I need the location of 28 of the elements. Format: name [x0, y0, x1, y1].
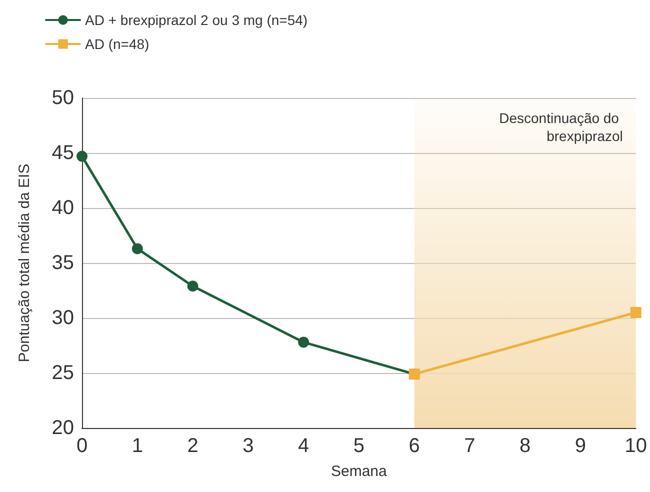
point: [132, 243, 143, 254]
band-label: Descontinuação do brexpiprazol: [499, 110, 623, 144]
x-tick-label: 6: [408, 435, 420, 457]
y-tick-label: 20: [52, 417, 74, 439]
y-tick-label: 25: [52, 362, 74, 384]
x-tick-label: 5: [353, 435, 364, 457]
x-tick-label: 7: [464, 435, 476, 457]
y-tick-label: 30: [52, 307, 74, 329]
x-axis-title: Semana: [331, 463, 388, 480]
x-tick-label: 10: [624, 435, 647, 457]
legend-label: AD + brexpiprazol 2 ou 3 mg (n=54): [85, 12, 308, 28]
x-tick-label: 1: [132, 435, 143, 457]
x-tick-label: 4: [298, 435, 310, 457]
x-tick-label: 2: [187, 435, 198, 457]
legend-label: AD (n=48): [85, 36, 150, 52]
y-tick-label: 40: [52, 197, 74, 219]
y-tick-label: 35: [52, 252, 74, 274]
x-tick-label: 8: [520, 435, 531, 457]
x-tick-label: 0: [76, 435, 88, 457]
x-tick-label: 3: [242, 435, 254, 457]
x-tick-label: 9: [574, 435, 586, 457]
point: [76, 150, 88, 162]
point: [187, 280, 198, 292]
point: [630, 307, 642, 318]
y-tick-label: 45: [52, 142, 74, 164]
y-tick-label: 50: [52, 87, 74, 109]
y-axis-title: Pontuação total média da EIS: [16, 164, 33, 362]
point: [298, 336, 310, 348]
